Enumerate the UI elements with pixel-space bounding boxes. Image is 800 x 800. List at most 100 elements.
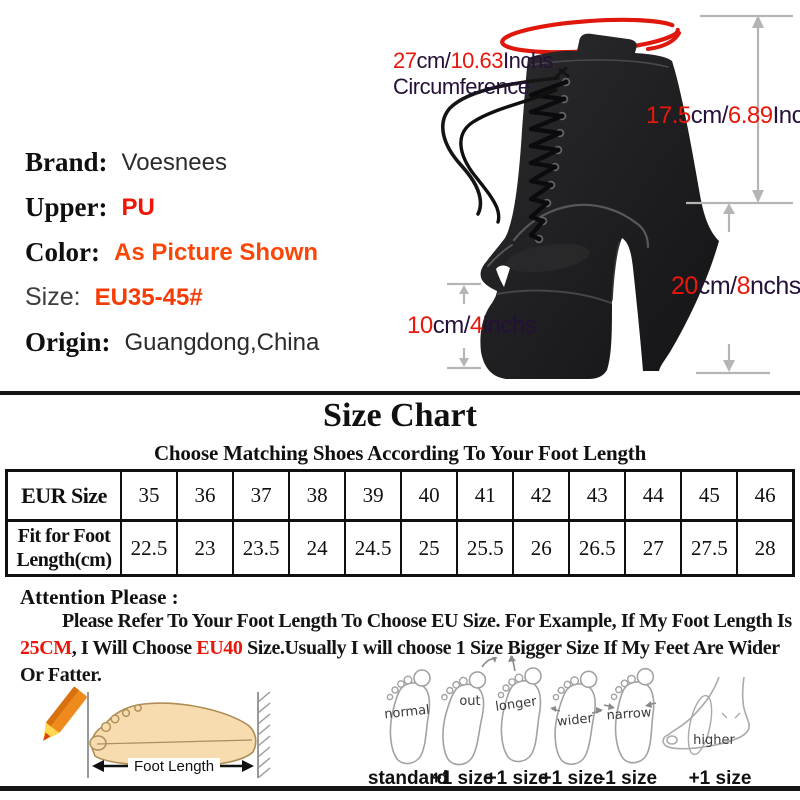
laces [528, 79, 569, 242]
table-cell: 24.5 [344, 519, 403, 577]
text-segment: cm/ [690, 102, 729, 129]
text-segment: Size.Usually I will choose 1 Size Bigger… [20, 637, 780, 686]
table-cell: 42 [512, 469, 571, 522]
circumference-measurement: 27cm/10.63Inchs Circumference [393, 48, 554, 100]
result-standard: standard [367, 768, 449, 789]
text-segment: 27 [393, 48, 417, 73]
text-segment: , I Will Choose [71, 637, 197, 659]
foot-length-label: Foot Length [128, 758, 221, 775]
text-segment: cm/ [697, 272, 737, 300]
table-cell: 25.5 [456, 519, 515, 577]
circumference-value: 27cm/10.63Inchs [393, 48, 554, 74]
result-wider: +1 size [540, 768, 604, 789]
table-cell: 39 [344, 469, 403, 522]
result-higher: +1 size [688, 768, 752, 789]
attention-paragraph: Please Refer To Your Foot Length To Choo… [20, 608, 792, 689]
foot-label-higher: higher [693, 733, 735, 748]
origin-label: Origin: [25, 327, 111, 357]
origin-row: Origin: Guangdong,China [25, 320, 319, 365]
foot-guide-illustration [43, 655, 750, 779]
table-cell: 23 [176, 519, 235, 577]
attention-heading: Attention Please : [20, 585, 179, 609]
table-cell: 22.5 [119, 519, 179, 577]
heel-height-measurement: 20cm/8nchs [671, 272, 800, 301]
pencil-icon [43, 686, 87, 741]
lace-strings [441, 66, 570, 224]
table-cell: 44 [624, 469, 683, 522]
foot-variant-arrows [481, 655, 657, 714]
table-cell: 38 [288, 469, 347, 522]
shaft-height-measurement: 17.5cm/6.89Inch [646, 102, 800, 130]
table-cell: 41 [456, 469, 515, 522]
text-segment: cm/ [416, 48, 451, 73]
circumference-caption: Circumference [393, 74, 530, 99]
table-cell: 27 [624, 519, 683, 577]
table-cell: 40 [400, 469, 459, 522]
text-segment: cm/ [432, 312, 471, 339]
foot-length-row: Fit for Foot Length(cm) 22.5 23 23.5 24 24.5… [5, 519, 795, 577]
table-cell: 26 [512, 519, 571, 577]
foot-length-header-line2: Length(cm) [16, 549, 112, 571]
table-cell: 23.5 [232, 519, 291, 577]
foot-side-higher-icon [662, 676, 750, 756]
text-segment: 8 [736, 272, 751, 300]
table-cell: 37 [232, 469, 291, 522]
result-longer: +1 size [485, 768, 549, 789]
text-segment: 20 [671, 272, 698, 300]
upper-row: Upper: PU [25, 185, 319, 230]
product-info-panel: Brand: Voesnees Upper: PU Color: As Pict… [25, 140, 319, 365]
text-segment: Inch [772, 102, 800, 129]
table-cell: 25 [400, 519, 459, 577]
peep-toe-opening [496, 265, 510, 287]
size-chart-title: Size Chart [323, 397, 477, 434]
bottom-divider-line [0, 786, 800, 791]
text-segment: 25CM [20, 637, 72, 659]
result-out: +1 size [430, 768, 494, 789]
text-segment: 10 [407, 312, 433, 339]
table-cell: 28 [736, 519, 795, 577]
foot-length-header-line1: Fit for Foot [17, 525, 111, 547]
upper-label: Upper: [25, 192, 108, 222]
text-segment: 6.89 [727, 102, 773, 129]
size-value: EU35-45# [94, 283, 203, 311]
footprint-out-icon [437, 669, 487, 767]
upper-value: PU [121, 193, 155, 221]
table-cell: 45 [680, 469, 739, 522]
boot-seams [487, 59, 669, 304]
text-segment: inchs [482, 312, 537, 339]
size-row: Size: EU35-45# [25, 275, 319, 320]
foot-length-diagram-icon [43, 686, 271, 779]
table-cell: 27.5 [680, 519, 739, 577]
size-chart-subtitle: Choose Matching Shoes According To Your … [153, 441, 647, 465]
table-cell: 36 [176, 469, 235, 522]
table-cell: 26.5 [568, 519, 627, 577]
table-cell: 43 [568, 469, 627, 522]
table-cell: 24 [288, 519, 347, 577]
brand-value: Voesnees [121, 148, 227, 176]
platform-height-measurement: 10cm/4inchs [407, 312, 537, 340]
size-chart-table: EUR Size 35 36 37 38 39 40 41 42 43 44 45 46 Fit fo… [5, 469, 795, 577]
text-segment: 4 [469, 312, 483, 339]
text-segment: Inchs [503, 48, 554, 73]
color-value: As Picture Shown [113, 238, 319, 266]
text-segment: EU40 [196, 637, 243, 659]
table-cell: 35 [119, 469, 179, 522]
top-divider-line [0, 391, 800, 395]
result-narrow: -1 size [598, 768, 658, 789]
text-segment: 17.5 [646, 102, 691, 129]
eur-size-header: EUR Size [5, 469, 122, 522]
eur-size-row: EUR Size 35 36 37 38 39 40 41 42 43 44 45 46 [5, 469, 795, 522]
size-label: Size: [25, 283, 81, 311]
text-segment: nchs [750, 272, 800, 300]
measure-marks [447, 14, 793, 375]
footprint-longer-icon [497, 667, 542, 763]
foot-length-header: Fit for Foot Length(cm) [5, 519, 122, 577]
boot-illustration [441, 14, 793, 380]
brand-label: Brand: [25, 147, 108, 177]
brand-row: Brand: Voesnees [25, 140, 319, 185]
color-row: Color: As Picture Shown [25, 230, 319, 275]
table-cell: 46 [736, 469, 795, 522]
foot-label-out: out [459, 694, 481, 709]
text-segment: 10.63 [450, 48, 503, 73]
